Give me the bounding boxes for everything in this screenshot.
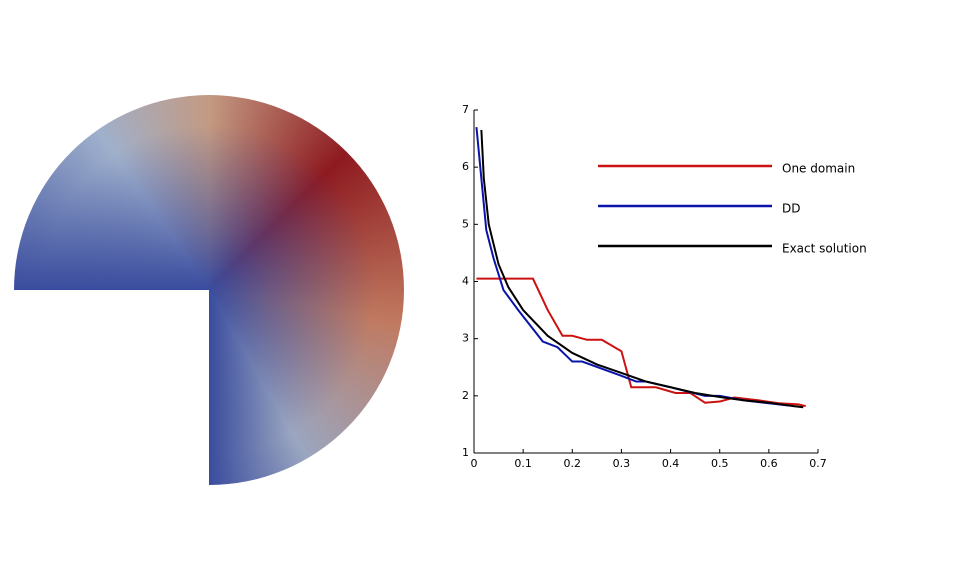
x-tick-label: 0.6 bbox=[760, 457, 778, 470]
x-tick-label: 0.7 bbox=[809, 457, 827, 470]
x-tick-label: 0.2 bbox=[564, 457, 582, 470]
x-tick-label: 0.5 bbox=[711, 457, 729, 470]
legend: One domain DD Exact solution bbox=[598, 162, 867, 256]
y-tick-label: 5 bbox=[462, 217, 469, 230]
legend-label: DD bbox=[782, 202, 800, 216]
series-line bbox=[480, 129, 804, 409]
y-tick-label: 4 bbox=[462, 275, 469, 288]
y-tick-label: 6 bbox=[462, 160, 469, 173]
x-tick-label: 0 bbox=[471, 457, 478, 470]
series-line bbox=[476, 277, 806, 408]
legend-label: One domain bbox=[782, 162, 855, 176]
series-line bbox=[475, 127, 789, 407]
x-tick-label: 0.3 bbox=[613, 457, 631, 470]
y-tick-label: 2 bbox=[462, 389, 469, 402]
y-tick-label: 7 bbox=[462, 103, 469, 116]
legend-label: Exact solution bbox=[782, 242, 867, 256]
y-tick-label: 3 bbox=[462, 332, 469, 345]
x-tick-label: 0.1 bbox=[514, 457, 532, 470]
y-tick-label: 1 bbox=[462, 446, 469, 459]
x-tick-label: 0.4 bbox=[662, 457, 680, 470]
